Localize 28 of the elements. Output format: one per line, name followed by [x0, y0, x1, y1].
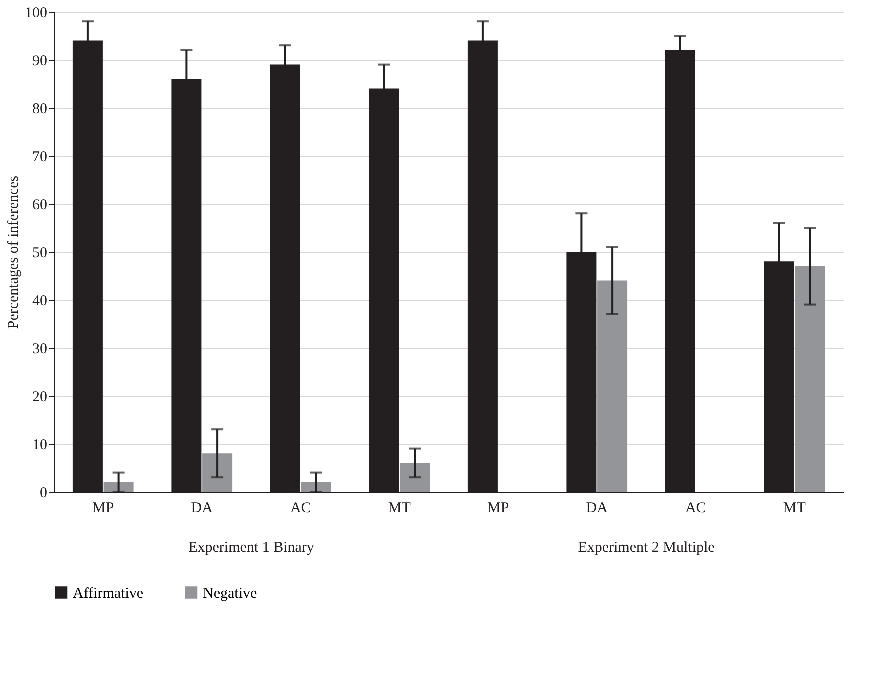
y-tick-label: 10 [32, 438, 48, 454]
y-axis-title: Percentages of inferences [6, 176, 22, 330]
x-tick-label: AC [685, 500, 706, 516]
x-tick-label: MP [92, 500, 114, 516]
bar [202, 454, 233, 492]
bar [795, 266, 826, 492]
y-tick-label: 0 [40, 486, 48, 502]
x-tick-label: MT [388, 500, 411, 516]
x-tick-label: DA [586, 500, 608, 516]
text: Experiment 2 Multiple [578, 540, 716, 556]
x-tick-label: AC [290, 500, 312, 516]
y-tick-label: 20 [32, 390, 48, 406]
y-tick-label: 30 [32, 342, 48, 358]
legend-label: Affirmative [73, 586, 144, 602]
bar [400, 463, 430, 492]
legend-label: Negative [203, 586, 258, 602]
x-tick-label: MP [488, 500, 510, 516]
x-tick-label: DA [191, 500, 214, 516]
bar [598, 280, 628, 492]
y-tick-label: 80 [32, 102, 48, 118]
y-tick-label: 100 [25, 6, 48, 22]
y-tick-label: 60 [32, 198, 48, 214]
x-tick-label: MT [783, 500, 806, 516]
y-tick-label: 90 [32, 54, 48, 70]
y-tick-label: 70 [32, 150, 48, 166]
y-tick-label: 50 [32, 246, 48, 262]
text: Experiment 1 Binary [188, 540, 315, 556]
y-tick-label: 40 [32, 294, 48, 310]
